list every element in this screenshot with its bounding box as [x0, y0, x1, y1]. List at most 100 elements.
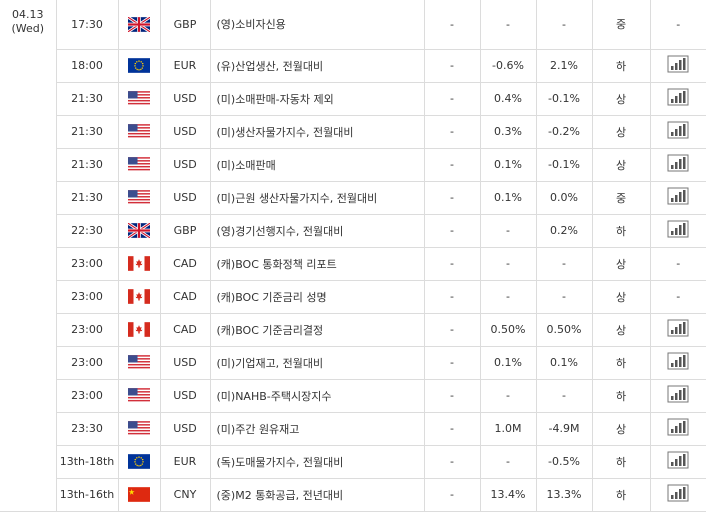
table-row: 21:30 USD (미)생산자물가지수, 전월대비 -0.3% -0.2% 상 — [0, 115, 706, 149]
event-name: (영)경기선행지수, 전월대비 — [210, 214, 425, 248]
forecast-value: - — [480, 280, 537, 314]
actual-value: 0.1% — [536, 346, 593, 380]
importance-level: 하 — [592, 445, 651, 479]
flag-cell — [118, 379, 161, 413]
event-time: 23:00 — [56, 280, 119, 314]
chart-icon[interactable] — [667, 484, 689, 505]
actual-value: -4.9M — [536, 412, 593, 446]
importance-level: 하 — [592, 379, 651, 413]
importance-level: 중 — [592, 181, 651, 215]
actual-value: -0.2% — [536, 115, 593, 149]
event-name: (미)생산자물가지수, 전월대비 — [210, 115, 425, 149]
gb-flag-icon — [127, 15, 151, 33]
importance-level: 하 — [592, 214, 651, 248]
event-time: 23:00 — [56, 379, 119, 413]
ca-flag-icon — [128, 289, 150, 304]
forecast-value: - — [480, 0, 537, 50]
currency-code: USD — [160, 181, 211, 215]
event-time: 21:30 — [56, 115, 119, 149]
flag-cell — [118, 0, 161, 50]
flag-cell — [118, 346, 161, 380]
flag-cell — [118, 412, 161, 446]
chart-icon[interactable] — [667, 385, 689, 406]
flag-cell — [118, 247, 161, 281]
chart-icon[interactable] — [667, 121, 689, 142]
previous-value: - — [424, 313, 481, 347]
chart-icon[interactable] — [667, 88, 689, 109]
chart-icon[interactable] — [667, 55, 689, 76]
forecast-value: 0.1% — [480, 181, 537, 215]
eu-flag-icon — [128, 454, 150, 469]
chart-cell: - — [650, 280, 706, 314]
previous-value: - — [424, 346, 481, 380]
event-name: (미)소매판매-자동차 제외 — [210, 82, 425, 116]
actual-value: 0.0% — [536, 181, 593, 215]
chart-icon[interactable] — [667, 220, 689, 241]
chart-icon[interactable] — [667, 187, 689, 208]
event-time: 21:30 — [56, 181, 119, 215]
importance-level: 중 — [592, 0, 651, 50]
currency-code: USD — [160, 412, 211, 446]
forecast-value: 1.0M — [480, 412, 537, 446]
actual-value: -0.5% — [536, 445, 593, 479]
previous-value: - — [424, 0, 481, 50]
previous-value: - — [424, 280, 481, 314]
chart-cell — [650, 214, 706, 248]
event-name: (캐)BOC 기준금리결정 — [210, 313, 425, 347]
event-name: (미)기업재고, 전월대비 — [210, 346, 425, 380]
us-flag-icon — [128, 91, 150, 106]
importance-level: 하 — [592, 49, 651, 83]
event-name: (캐)BOC 기준금리 성명 — [210, 280, 425, 314]
chart-icon[interactable] — [667, 154, 689, 175]
chart-cell: - — [650, 247, 706, 281]
event-time: 21:30 — [56, 148, 119, 182]
chart-icon[interactable] — [667, 352, 689, 373]
date-day: 04.13 — [12, 8, 44, 21]
previous-value: - — [424, 478, 481, 512]
chart-cell — [650, 181, 706, 215]
event-name: (중)M2 통화공급, 전년대비 — [210, 478, 425, 512]
importance-level: 상 — [592, 313, 651, 347]
us-flag-icon — [128, 190, 150, 205]
previous-value: - — [424, 214, 481, 248]
table-row: 23:00 USD (미)NAHB-주택시장지수 - - - 하 — [0, 379, 706, 413]
forecast-value: 0.4% — [480, 82, 537, 116]
currency-code: USD — [160, 148, 211, 182]
currency-code: CAD — [160, 247, 211, 281]
flag-cell — [118, 148, 161, 182]
event-name: (미)근원 생산자물가지수, 전월대비 — [210, 181, 425, 215]
chart-icon[interactable] — [667, 319, 689, 340]
chart-icon[interactable] — [667, 418, 689, 439]
previous-value: - — [424, 247, 481, 281]
ca-flag-icon — [128, 322, 150, 337]
event-time: 13th-16th — [56, 478, 119, 512]
table-row: 13th-16th CNY (중)M2 통화공급, 전년대비 -13.4% 13.3% 하 — [0, 478, 706, 512]
event-time: 21:30 — [56, 82, 119, 116]
event-name: (미)주간 원유재고 — [210, 412, 425, 446]
actual-value: 2.1% — [536, 49, 593, 83]
event-time: 23:30 — [56, 412, 119, 446]
chart-icon[interactable] — [667, 451, 689, 472]
flag-cell — [118, 445, 161, 479]
table-row: 23:00 CAD (캐)BOC 기준금리결정 -0.50% 0.50% 상 — [0, 313, 706, 347]
actual-value: -0.1% — [536, 82, 593, 116]
flag-cell — [118, 49, 161, 83]
event-time: 22:30 — [56, 214, 119, 248]
us-flag-icon — [128, 124, 150, 139]
table-row: 21:30 USD (미)소매판매-자동차 제외 -0.4% -0.1% 상 — [0, 82, 706, 116]
forecast-value: - — [480, 445, 537, 479]
us-flag-icon — [128, 157, 150, 172]
forecast-value: - — [480, 379, 537, 413]
importance-level: 하 — [592, 478, 651, 512]
forecast-value: 0.1% — [480, 346, 537, 380]
date-weekday: (Wed) — [11, 22, 45, 35]
event-time: 17:30 — [56, 0, 119, 50]
previous-value: - — [424, 82, 481, 116]
currency-code: GBP — [160, 0, 211, 50]
table-row: 18:00 EUR (유)산업생산, 전월대비 - -0.6% 2.1% 하 — [0, 49, 706, 83]
previous-value: - — [424, 412, 481, 446]
previous-value: - — [424, 115, 481, 149]
